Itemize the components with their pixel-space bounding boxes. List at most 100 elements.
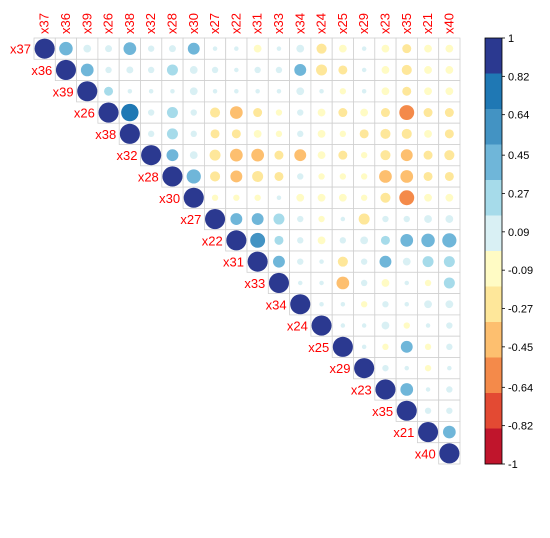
corr-circle-x37-x30 <box>187 42 200 55</box>
corr-circle-x38-x29 <box>359 129 369 139</box>
corr-circle-x27-x24 <box>318 215 325 223</box>
corr-circle-x29-x21 <box>424 364 432 372</box>
circle-layer <box>34 38 460 464</box>
diagonal-circle-x23-x23 <box>375 379 396 400</box>
corr-circle-x38-x28 <box>166 128 178 140</box>
row-label: x39 <box>53 84 74 99</box>
corr-circle-x36-x32 <box>147 66 155 74</box>
diagonal-circle-x34-x34 <box>290 294 311 315</box>
column-label: x27 <box>207 13 222 34</box>
corr-circle-x33-x40 <box>443 277 455 289</box>
row-label: x32 <box>117 148 138 163</box>
legend-band <box>485 357 502 394</box>
column-label: x22 <box>228 13 243 34</box>
corr-circle-x31-x21 <box>422 256 434 268</box>
row-label: x33 <box>244 276 265 291</box>
column-label: x33 <box>271 13 286 34</box>
corr-circle-x37-x35 <box>402 44 412 54</box>
corr-circle-x32-x30 <box>189 151 198 160</box>
legend-tick-label: 0.27 <box>508 188 529 200</box>
corr-circle-x26-x35 <box>399 105 415 121</box>
corr-circle-x28-x35 <box>400 170 414 183</box>
diagonal-circle-x22-x22 <box>226 230 247 251</box>
corr-circle-x36-x22 <box>234 67 239 73</box>
corr-circle-x39-x25 <box>339 88 347 95</box>
diagonal-circle-x38-x38 <box>119 123 140 144</box>
row-label: x29 <box>330 361 351 376</box>
corr-circle-x32-x35 <box>400 149 413 162</box>
corr-circle-x37-x21 <box>424 44 432 53</box>
corr-circle-x32-x29 <box>360 151 368 159</box>
diagonal-circle-x27-x27 <box>205 209 226 230</box>
corr-circle-x28-x29 <box>360 173 368 180</box>
corr-circle-x26-x22 <box>229 106 243 119</box>
corr-circle-x32-x25 <box>338 150 348 160</box>
legend-band <box>485 393 502 429</box>
row-label: x35 <box>372 404 393 419</box>
legend-tick-label: 0.45 <box>508 150 529 162</box>
column-label: x35 <box>399 13 414 34</box>
corr-circle-x32-x33 <box>274 150 284 160</box>
corr-circle-x39-x27 <box>212 89 218 94</box>
corr-circle-x30-x35 <box>399 190 415 206</box>
corr-circle-x36-x28 <box>166 64 178 76</box>
legend-tick-label: -0.64 <box>508 382 533 394</box>
legend-band <box>485 109 502 145</box>
corr-circle-x36-x31 <box>254 66 261 74</box>
corr-circle-x26-x24 <box>317 108 326 117</box>
corr-circle-x26-x34 <box>297 109 304 116</box>
corr-circle-x38-x27 <box>210 129 220 139</box>
column-label: x30 <box>186 13 201 34</box>
grid-layer <box>33 37 461 465</box>
corr-circle-x25-x35 <box>400 340 413 353</box>
column-label: x34 <box>292 13 307 34</box>
diagonal-circle-x30-x30 <box>183 187 204 208</box>
corr-circle-x32-x28 <box>166 149 179 162</box>
column-label: x39 <box>79 13 94 34</box>
row-label: x27 <box>180 212 201 227</box>
corr-circle-x37-x22 <box>234 46 239 51</box>
column-label: x26 <box>101 13 116 34</box>
row-label: x36 <box>31 63 52 78</box>
corr-circle-x36-x33 <box>275 66 283 74</box>
corr-circle-x39-x31 <box>255 89 260 94</box>
row-label: x24 <box>287 319 308 334</box>
corr-circle-x26-x30 <box>190 109 197 116</box>
column-label: x38 <box>122 13 137 34</box>
corr-circle-x37-x32 <box>147 45 155 52</box>
corr-circle-x32-x34 <box>294 149 307 162</box>
legend-band <box>485 322 502 358</box>
row-labels: x37x36x39x26x38x32x28x30x27x22x31x33x34x… <box>10 42 436 462</box>
corr-circle-x22-x23 <box>380 235 390 245</box>
column-label: x32 <box>143 13 158 34</box>
corr-circle-x27-x23 <box>382 215 389 223</box>
corr-circle-x30-x25 <box>338 193 347 202</box>
row-label: x23 <box>351 382 372 397</box>
corr-circle-x24-x21 <box>425 323 431 328</box>
corr-circle-x22-x34 <box>297 237 304 244</box>
corr-circle-x22-x21 <box>421 233 435 248</box>
corr-circle-x25-x29 <box>361 344 367 350</box>
diagonal-circle-x28-x28 <box>162 166 183 187</box>
corr-circle-x30-x31 <box>254 194 261 201</box>
legend-border <box>484 37 503 465</box>
corr-circle-x37-x29 <box>361 46 367 51</box>
corr-circle-x37-x24 <box>316 43 327 54</box>
corr-circle-x26-x29 <box>360 108 369 117</box>
column-label: x31 <box>250 13 265 34</box>
corr-circle-x30-x23 <box>380 192 391 203</box>
corr-circle-x39-x35 <box>402 86 412 96</box>
corr-circle-x39-x32 <box>148 89 154 94</box>
corr-circle-x33-x24 <box>319 280 324 286</box>
corr-circle-x23-x21 <box>425 387 431 392</box>
corr-circle-x26-x27 <box>210 107 221 118</box>
legend-band <box>485 38 502 74</box>
legend-band <box>485 73 502 110</box>
corr-circle-x28-x22 <box>230 170 243 183</box>
column-label: x29 <box>356 13 371 34</box>
diagonal-circle-x39-x39 <box>77 81 98 102</box>
corr-circle-x36-x39 <box>80 63 94 77</box>
corr-circle-x27-x29 <box>358 213 370 225</box>
legend-tick-label: 0.82 <box>508 71 529 83</box>
